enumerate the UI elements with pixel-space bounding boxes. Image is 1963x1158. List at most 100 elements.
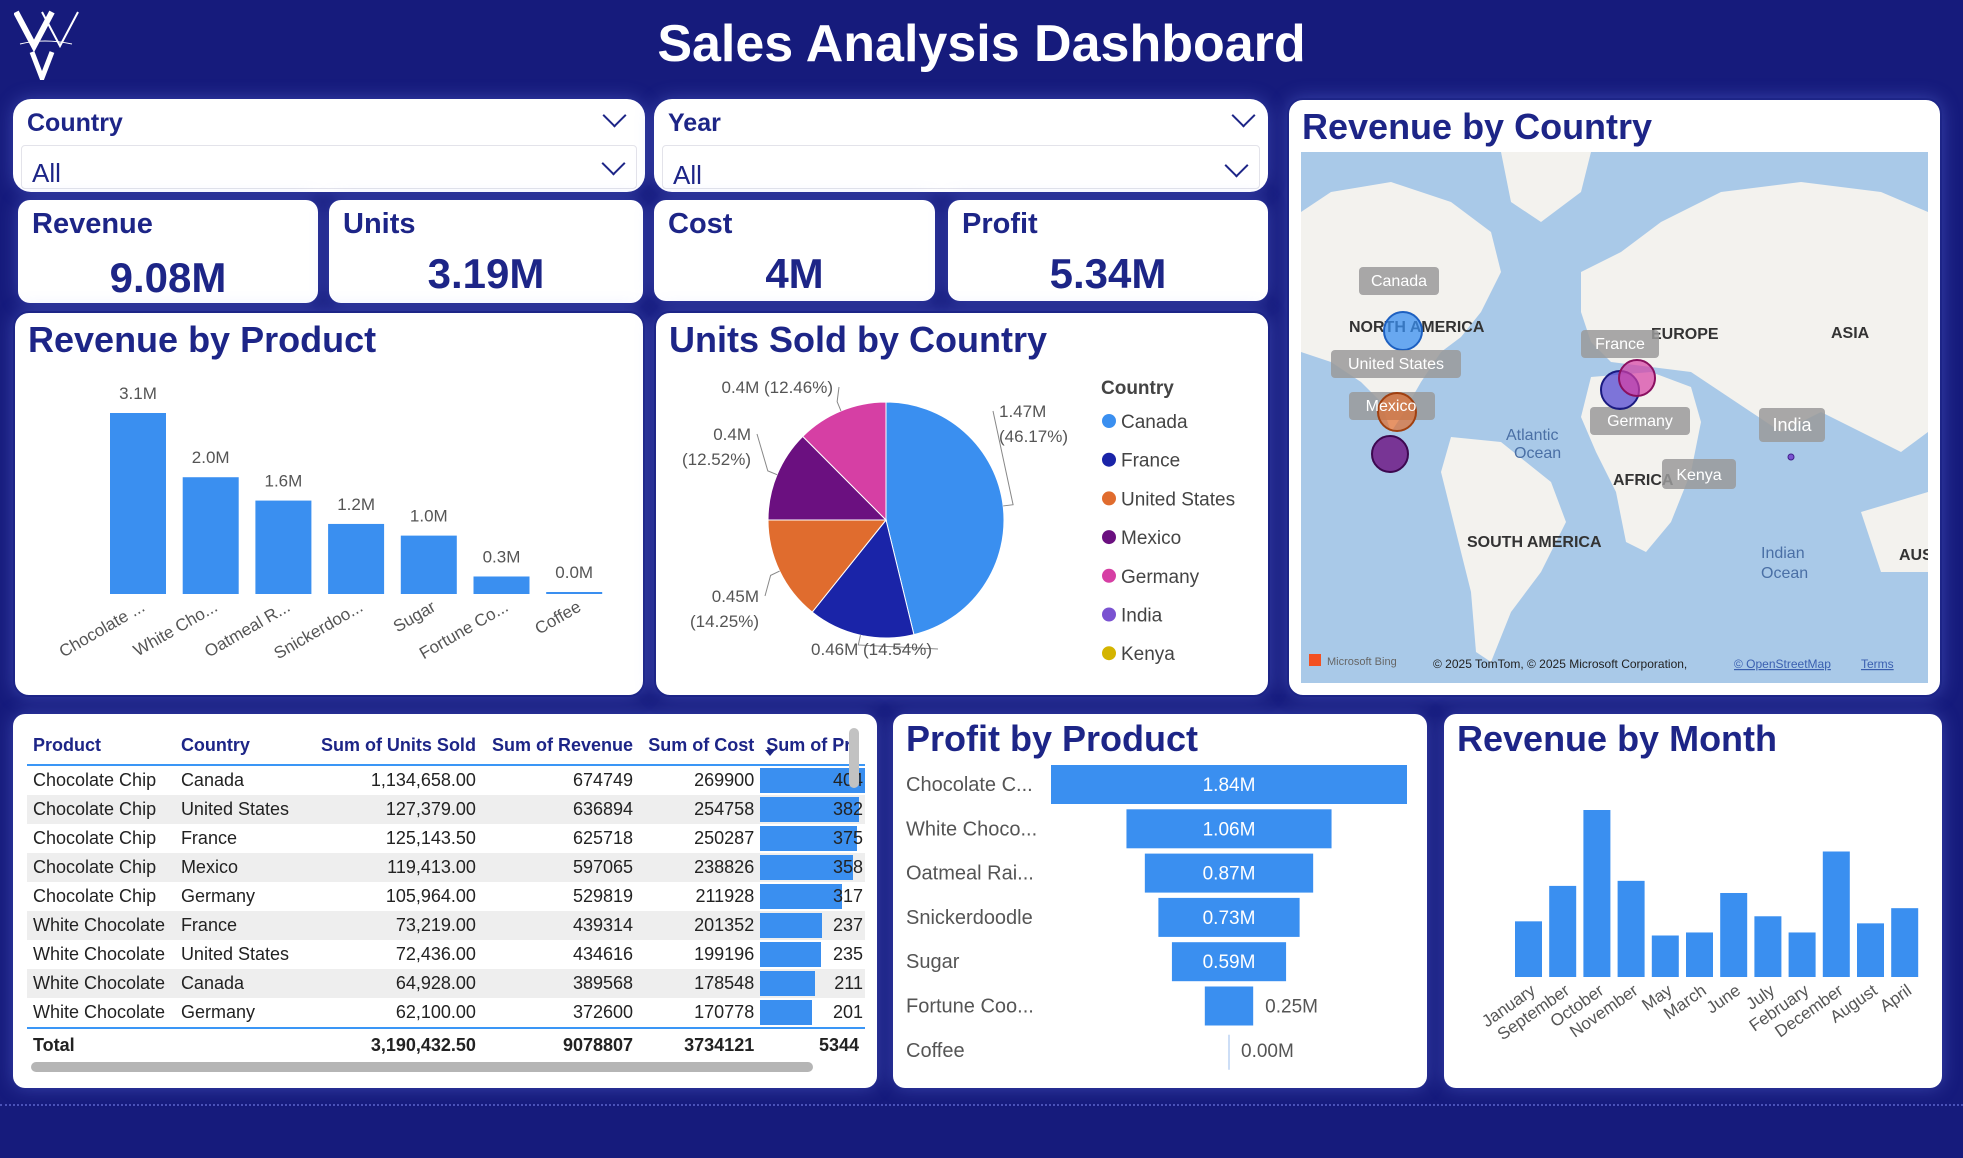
column-header-product[interactable]: Product bbox=[27, 726, 175, 766]
profit-data-bar-value: 235 bbox=[832, 944, 863, 964]
terms-link[interactable]: Terms bbox=[1861, 657, 1894, 671]
pie-slice-united-states[interactable] bbox=[767, 519, 888, 613]
legend-item-india[interactable]: India bbox=[1121, 606, 1163, 627]
greenland-land bbox=[1501, 152, 1591, 222]
funnel-bar-snickerdoodle[interactable] bbox=[1158, 897, 1300, 937]
bubble-mexico[interactable]: Mexico bbox=[1349, 392, 1435, 473]
bar-december[interactable] bbox=[1822, 851, 1850, 977]
pie-label-germany: 0.4M (12.46%) bbox=[722, 378, 834, 397]
cell-revenue: 625718 bbox=[572, 828, 634, 848]
table-row[interactable]: White Chocolate United States 72,436.00 434… bbox=[27, 940, 865, 969]
bubble-france[interactable]: France bbox=[1581, 330, 1659, 358]
data-label-oatmeal-r: 1.6M bbox=[265, 472, 303, 491]
column-header-profit[interactable]: Sum of Pr bbox=[760, 726, 865, 766]
pie-slice-mexico[interactable] bbox=[767, 435, 888, 521]
total-country bbox=[174, 1027, 311, 1061]
legend-item-united-states[interactable]: United States bbox=[1121, 489, 1235, 510]
osm-link[interactable]: © OpenStreetMap bbox=[1734, 657, 1831, 671]
country-slicer-collapse-icon[interactable] bbox=[602, 103, 627, 128]
funnel-bar-sugar[interactable] bbox=[1171, 942, 1287, 982]
year-dropdown[interactable]: All bbox=[662, 145, 1260, 190]
revenue-by-product-card[interactable]: Revenue by Product 3.1M Chocolate ... 2.0M… bbox=[13, 311, 645, 697]
bar-november[interactable] bbox=[1617, 880, 1645, 977]
cost-kpi-card[interactable]: Cost 4M bbox=[654, 200, 935, 301]
bar-march[interactable] bbox=[1686, 932, 1713, 977]
bar-fortune-co[interactable] bbox=[473, 576, 530, 594]
bar-october[interactable] bbox=[1583, 810, 1611, 977]
column-header-cost[interactable]: Sum of Cost bbox=[639, 726, 761, 766]
units-by-country-card[interactable]: Units Sold by Country 1.47M (46.17%) 0.46M… bbox=[654, 311, 1270, 697]
profit-data-bar-value: 201 bbox=[832, 1002, 863, 1022]
chevron-down-icon[interactable] bbox=[601, 151, 626, 176]
bar-coffee[interactable] bbox=[546, 592, 603, 594]
funnel-bar-chocolate-c[interactable] bbox=[1051, 765, 1407, 804]
year-slicer-collapse-icon[interactable] bbox=[1231, 103, 1256, 128]
revenue-by-country-card[interactable]: Revenue by Country NORTH AMERICA SOUTH A… bbox=[1287, 98, 1942, 697]
bubble-germany[interactable]: Germany bbox=[1590, 359, 1690, 435]
cell-cost: 254758 bbox=[639, 795, 761, 824]
year-slicer[interactable]: Year All bbox=[654, 99, 1268, 192]
bar-oatmeal-r[interactable] bbox=[255, 500, 312, 594]
revenue-kpi-card[interactable]: Revenue 9.08M bbox=[18, 200, 318, 303]
column-header-revenue[interactable]: Sum of Revenue bbox=[481, 726, 640, 766]
bubble-mexico-2-marker bbox=[1371, 435, 1409, 473]
bubble-label-canada: Canada bbox=[1371, 273, 1427, 290]
legend-item-germany[interactable]: Germany bbox=[1121, 567, 1200, 588]
profit-data-bar: 404 bbox=[760, 768, 865, 793]
table-row[interactable]: White Chocolate Canada 64,928.00 389568 1785… bbox=[27, 969, 865, 998]
table-row[interactable]: White Chocolate France 73,219.00 439314 2013… bbox=[27, 911, 865, 940]
table-row[interactable]: Chocolate Chip United States 127,379.00 636… bbox=[27, 795, 865, 824]
units-by-country-chart[interactable]: 1.47M (46.17%) 0.46M (14.54%) 0.45M (14.25%)… bbox=[656, 313, 1268, 695]
legend-item-france[interactable]: France bbox=[1121, 451, 1180, 472]
bar-white-cho[interactable] bbox=[182, 477, 239, 594]
year-dropdown-value: All bbox=[673, 160, 702, 190]
pie-slice-germany[interactable] bbox=[802, 401, 887, 522]
bar-snickerdoo[interactable] bbox=[328, 523, 385, 594]
table-row[interactable]: Chocolate Chip Germany 105,964.00 529819 211… bbox=[27, 882, 865, 911]
country-slicer[interactable]: Country All bbox=[13, 99, 645, 192]
funnel-bar-white-choco[interactable] bbox=[1126, 809, 1332, 849]
profit-by-product-card[interactable]: Profit by Product Chocolate C... 1.84M Whi… bbox=[893, 714, 1427, 1088]
bubble-india[interactable]: India bbox=[1759, 408, 1825, 461]
bar-may[interactable] bbox=[1651, 935, 1679, 977]
bubble-canada[interactable]: Canada bbox=[1359, 267, 1439, 351]
column-header-units[interactable]: Sum of Units Sold bbox=[310, 726, 482, 766]
legend-item-mexico[interactable]: Mexico bbox=[1121, 528, 1181, 549]
sales-table-card[interactable]: Product Country Sum of Units Sold Sum of… bbox=[13, 714, 877, 1088]
bar-chocolate[interactable] bbox=[110, 413, 166, 594]
sales-table[interactable]: Product Country Sum of Units Sold Sum of… bbox=[27, 726, 865, 1061]
bar-april[interactable] bbox=[1891, 908, 1919, 977]
legend-item-canada[interactable]: Canada bbox=[1121, 412, 1188, 433]
bubble-kenya[interactable]: Kenya bbox=[1662, 459, 1736, 489]
bar-september[interactable] bbox=[1549, 885, 1577, 977]
profit-data-bar: 235 bbox=[760, 942, 865, 967]
bar-august[interactable] bbox=[1857, 923, 1884, 977]
profit-data-bar-fill bbox=[760, 1000, 813, 1025]
country-dropdown[interactable]: All bbox=[21, 145, 637, 189]
revenue-by-month-card[interactable]: Revenue by Month January September October… bbox=[1444, 714, 1942, 1088]
world-map[interactable]: NORTH AMERICA SOUTH AMERICA EUROPE ASIA … bbox=[1301, 152, 1928, 683]
bubble-united-states[interactable]: United States bbox=[1331, 350, 1461, 378]
funnel-bar-fortune-coo[interactable] bbox=[1204, 986, 1254, 1026]
profit-by-product-chart[interactable]: Chocolate C... 1.84M White Choco... 1.06M Oa… bbox=[893, 714, 1427, 1088]
bar-february[interactable] bbox=[1788, 932, 1816, 977]
profit-kpi-card[interactable]: Profit 5.34M bbox=[948, 200, 1268, 301]
column-header-country[interactable]: Country bbox=[174, 726, 311, 766]
chevron-down-icon[interactable] bbox=[1224, 153, 1249, 178]
legend-item-kenya[interactable]: Kenya bbox=[1121, 644, 1175, 665]
revenue-by-month-chart[interactable]: JanuarySeptemberOctoberNovemberMayMarchJ… bbox=[1444, 714, 1942, 1088]
table-vertical-scrollbar[interactable] bbox=[849, 728, 859, 788]
bar-july[interactable] bbox=[1754, 916, 1782, 977]
bar-sugar[interactable] bbox=[400, 535, 457, 594]
table-row[interactable]: Chocolate Chip Mexico 119,413.00 597065 2388… bbox=[27, 853, 865, 882]
funnel-bar-oatmeal-rai[interactable] bbox=[1144, 853, 1314, 893]
bar-june[interactable] bbox=[1720, 892, 1748, 977]
bar-january[interactable] bbox=[1515, 921, 1542, 977]
table-row[interactable]: Chocolate Chip France 125,143.50 625718 2502… bbox=[27, 824, 865, 853]
table-row[interactable]: Chocolate Chip Canada 1,134,658.00 674749 26… bbox=[27, 765, 865, 795]
table-horizontal-scrollbar[interactable] bbox=[31, 1062, 813, 1072]
table-row[interactable]: White Chocolate Germany 62,100.00 372600 170… bbox=[27, 998, 865, 1028]
profit-data-bar-fill bbox=[760, 797, 860, 822]
units-kpi-card[interactable]: Units 3.19M bbox=[329, 200, 643, 303]
